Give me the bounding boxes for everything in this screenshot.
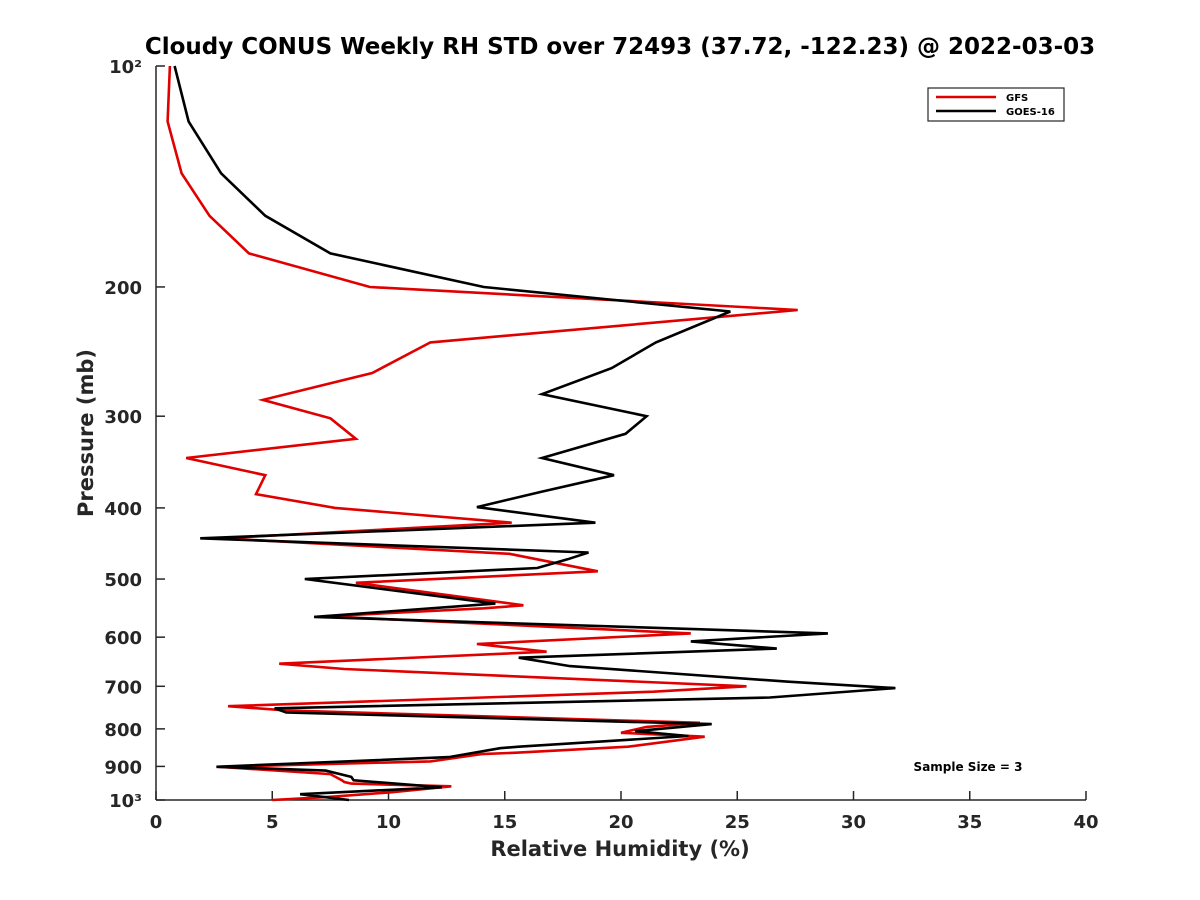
x-tick-label: 20	[608, 812, 633, 833]
y-tick-label: 500	[104, 570, 142, 591]
legend: GFS GOES-16	[927, 87, 1065, 122]
plot-area: 0 5 10 15 20 25 30 35 40 10² 200 300 400 500 600 700 800…	[104, 57, 1098, 833]
y-axis-label: Pressure (mb)	[74, 349, 98, 517]
y-tick-label: 400	[104, 499, 142, 520]
x-tick-label: 10	[376, 812, 401, 833]
y-tick-label: 200	[104, 278, 142, 299]
x-tick-label: 15	[492, 812, 517, 833]
chart-title: Cloudy CONUS Weekly RH STD over 72493 (3…	[145, 34, 1095, 60]
y-tick-label: 300	[104, 407, 142, 428]
y-tick-label: 900	[104, 757, 142, 778]
x-tick-label: 25	[725, 812, 750, 833]
y-tick-label: 10³	[109, 791, 142, 812]
x-axis-label: Relative Humidity (%)	[490, 837, 749, 861]
x-tick-label: 40	[1073, 812, 1098, 833]
y-tick-label: 600	[104, 628, 142, 649]
x-tick-label: 30	[841, 812, 866, 833]
x-tick-label: 5	[266, 812, 279, 833]
x-tick-label: 35	[957, 812, 982, 833]
sample-size-annotation: Sample Size = 3	[914, 760, 1023, 774]
x-tick-label: 0	[150, 812, 163, 833]
y-tick-label: 700	[104, 677, 142, 698]
y-tick-label: 10²	[109, 57, 142, 78]
legend-box	[927, 87, 1065, 122]
series-line-goes-16	[173, 65, 896, 802]
legend-entry: GFS	[1006, 93, 1028, 104]
y-tick-label: 800	[104, 720, 142, 741]
legend-entry: GOES-16	[1006, 107, 1055, 118]
